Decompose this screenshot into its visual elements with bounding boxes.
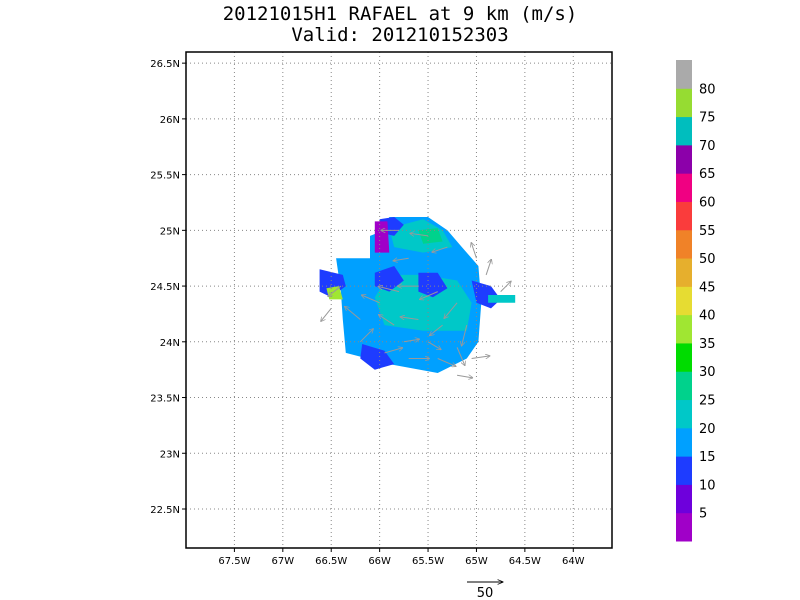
y-tick-label-1: 23N [160,449,180,460]
colorbar-swatch-8 [676,286,692,316]
reference-vector: 50 [467,582,503,600]
plot-frame [185,51,613,549]
colorbar-label-9: 50 [699,252,716,267]
y-tick-label-4: 24.5N [150,282,180,293]
wind-vector-8 [437,358,456,367]
wind-vector-1 [361,295,380,304]
wind-vector-2 [378,286,400,293]
wind-region-5 [418,272,448,298]
title-line-2: Valid: 201210152303 [291,24,509,46]
x-tick-label-1: 67W [272,556,295,567]
y-tick-label-7: 26N [160,115,180,126]
colorbar-swatch-15 [676,88,692,118]
colorbar-label-0: 5 [699,507,707,522]
wind-vector-19 [432,246,448,252]
wind-region-12 [488,295,516,303]
colorbar-label-5: 30 [699,365,716,380]
colorbar-swatch-16 [676,60,692,89]
y-tick-label-6: 25.5N [150,171,180,182]
colorbar-label-3: 20 [699,422,716,437]
colorbar-swatch-4 [676,399,692,429]
wind-vector-26 [457,375,473,378]
colorbar-label-4: 25 [699,394,716,409]
colorbar-label-11: 60 [699,195,716,210]
wind-vector-18 [410,233,429,236]
wind-vectors [321,230,511,377]
colorbar-swatch-13 [676,144,692,174]
colorbar-swatch-14 [676,116,692,146]
wind-vector-7 [456,347,465,365]
x-tick-label-0: 67.5W [218,556,250,567]
wind-vector-13 [400,317,419,320]
x-tick-label-4: 65.5W [412,556,444,567]
colorbar-swatch-5 [676,371,692,401]
colorbar: 5 10 15 20 25 30 35 40 45 50 55 60 65 70 75 80 [676,60,716,542]
y-tick-labels: 22.5N 23N 23.5N 24N 24.5N 25N 25.5N 26N 26.5N [150,59,186,516]
colorbar-swatch-1 [676,484,692,514]
colorbar-label-13: 70 [699,139,716,154]
wind-vector-4 [420,291,438,300]
wind-vector-10 [384,348,402,354]
wind-speed-shading [319,217,516,373]
y-tick-label-0: 22.5N [150,505,180,516]
colorbar-swatch-10 [676,229,692,259]
x-tick-labels: 67.5W 67W 66.5W 66W 65.5W 65W 64.5W 64W [218,548,585,567]
colorbar-label-7: 40 [699,309,716,324]
colorbar-swatch-2 [676,456,692,485]
wind-region-9 [374,221,390,253]
wind-vector-11 [359,329,373,343]
y-tick-label-3: 24N [160,338,180,349]
y-tick-label-5: 25N [160,226,180,237]
wind-vector-16 [403,339,420,342]
wind-vector-20 [393,258,409,261]
wind-vector-5 [444,302,458,319]
x-tick-label-5: 65W [465,556,488,567]
wind-vector-12 [379,315,395,326]
wind-vector-15 [427,341,441,350]
colorbar-label-2: 15 [699,450,716,465]
colorbar-swatch-11 [676,201,692,231]
wind-vector-23 [485,259,491,276]
y-tick-label-2: 23.5N [150,394,180,405]
title-line-1: 20121015H1 RAFAEL at 9 km (m/s) [222,3,578,25]
colorbar-label-15: 80 [699,82,716,97]
map-title: 20121015H1 RAFAEL at 9 km (m/s) Valid: 2… [0,4,800,46]
x-tick-label-7: 64W [562,556,585,567]
colorbar-swatch-3 [676,427,692,457]
wind-vector-14 [430,324,443,335]
colorbar-swatch-12 [676,173,692,202]
colorbar-swatch-7 [676,314,692,344]
colorbar-label-8: 45 [699,280,716,295]
colorbar-swatch-6 [676,342,692,372]
colorbar-label-12: 65 [699,167,716,182]
wind-vector-6 [462,324,468,346]
colorbar-label-10: 55 [699,224,716,239]
wind-vector-0 [345,307,361,320]
x-tick-label-3: 66W [368,556,391,567]
wind-region-7 [360,344,395,370]
wind-vector-22 [321,308,332,321]
wind-vector-27 [471,356,490,359]
colorbar-swatch-9 [676,258,692,287]
wind-region-10 [418,228,443,244]
wind-vector-24 [500,281,511,292]
colorbar-label-14: 75 [699,111,716,126]
wind-vector-21 [328,285,342,296]
x-tick-label-6: 64.5W [509,556,541,567]
colorbar-label-6: 35 [699,337,716,352]
lat-lon-grid [186,52,612,548]
y-tick-label-8: 26.5N [150,59,180,70]
colorbar-label-1: 10 [699,478,716,493]
wind-vector-25 [471,243,477,259]
reference-vector-label: 50 [477,586,494,600]
colorbar-swatch-0 [676,512,692,542]
x-tick-label-2: 66.5W [315,556,347,567]
